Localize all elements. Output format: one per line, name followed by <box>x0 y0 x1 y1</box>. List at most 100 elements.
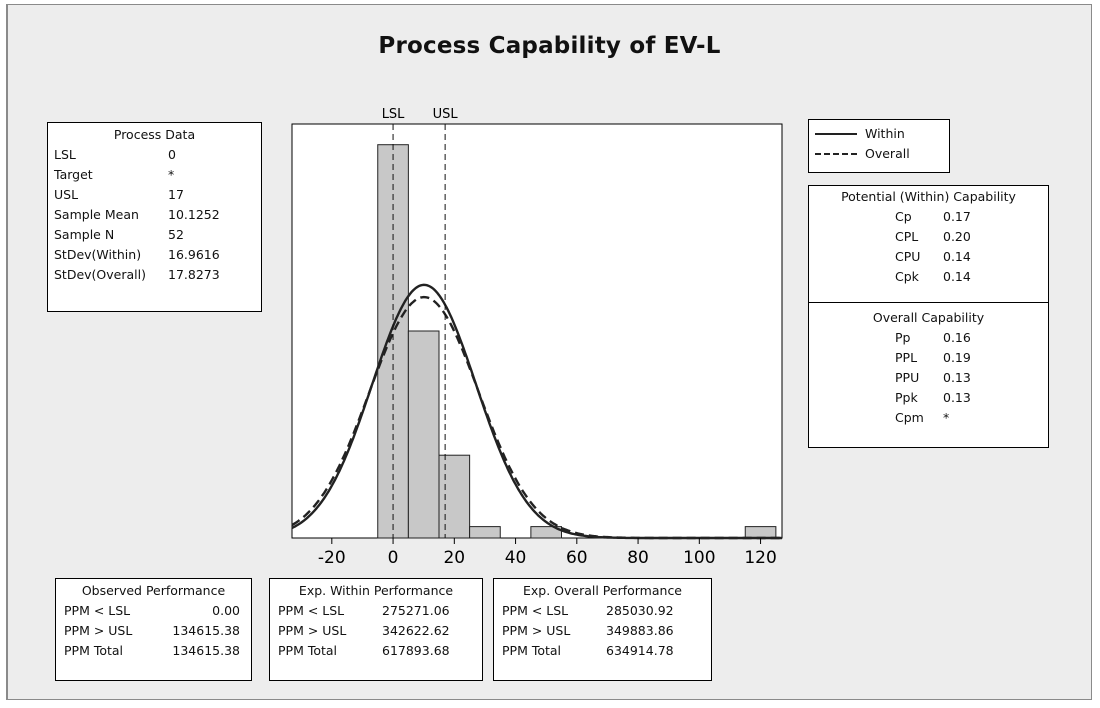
row-value: 634914.78 <box>606 643 674 658</box>
capability-row: Cpk 0.14 <box>809 267 1048 287</box>
row-label: PPM < LSL <box>64 603 131 618</box>
row-value: 349883.86 <box>606 623 674 638</box>
row-value: 134615.38 <box>172 623 240 638</box>
row-value: 134615.38 <box>172 643 240 658</box>
chart-legend: Within Overall <box>808 119 950 173</box>
solid-line-swatch <box>815 133 857 135</box>
process-data-heading: Process Data <box>113 127 196 142</box>
observed-performance-table: Observed Performance PPM < LSL 0.00 PPM >… <box>55 578 252 681</box>
row-label: LSL <box>54 147 76 162</box>
performance-row: PPM Total 634914.78 <box>502 641 703 661</box>
spec-label-usl: USL <box>433 107 459 122</box>
process-data-row: Sample N 52 <box>54 225 255 245</box>
legend-label: Overall <box>865 146 910 161</box>
legend-item-overall: Overall <box>815 144 943 164</box>
histogram-bar <box>744 526 777 539</box>
row-value: 0.14 <box>943 269 971 284</box>
process-data-table: Process Data LSL 0 Target * USL 17 Sample M… <box>47 122 262 312</box>
row-value: * <box>943 410 950 425</box>
row-label: CPL <box>895 229 919 244</box>
performance-row: PPM < LSL 275271.06 <box>278 601 474 621</box>
overall-capability-heading: Overall Capability <box>872 310 985 325</box>
row-value: 0 <box>168 147 176 162</box>
row-label: USL <box>54 187 79 202</box>
row-value: 617893.68 <box>382 643 450 658</box>
chart-title: Process Capability of EV-L <box>378 33 721 59</box>
row-label: Cpk <box>895 269 919 284</box>
row-value: 0.13 <box>943 370 971 385</box>
row-value: 17.8273 <box>168 267 220 282</box>
exp-overall-performance-heading: Exp. Overall Performance <box>522 583 683 598</box>
row-label: PPM > USL <box>64 623 133 638</box>
row-label: PPU <box>895 370 920 385</box>
row-label: Sample N <box>54 227 115 242</box>
row-value: 0.19 <box>943 350 971 365</box>
capability-row: PPU 0.13 <box>809 368 1048 388</box>
x-tick-label: 0 <box>388 548 399 568</box>
row-value: 16.9616 <box>168 247 220 262</box>
x-tick-label: -20 <box>318 548 346 568</box>
performance-row: PPM > USL 342622.62 <box>278 621 474 641</box>
row-value: 275271.06 <box>382 603 450 618</box>
legend-label: Within <box>865 126 905 141</box>
overall-capability-table: Overall Capability Pp 0.16 PPL 0.19 PPU 0.1… <box>808 302 1049 448</box>
performance-row: PPM > USL 134615.38 <box>64 621 243 641</box>
histogram-bar <box>530 526 562 539</box>
performance-row: PPM Total 617893.68 <box>278 641 474 661</box>
row-label: StDev(Overall) <box>54 267 146 282</box>
row-label: Cpm <box>895 410 924 425</box>
process-data-row: StDev(Within) 16.9616 <box>54 245 255 265</box>
row-label: Target <box>54 167 93 182</box>
row-value: 0.14 <box>943 249 971 264</box>
series-line-overall <box>291 295 782 540</box>
process-data-row: Sample Mean 10.1252 <box>54 205 255 225</box>
x-tick-label: 80 <box>627 548 649 568</box>
row-value: 0.16 <box>943 330 971 345</box>
row-label: PPM Total <box>502 643 562 658</box>
row-label: PPM > USL <box>278 623 347 638</box>
process-data-row: Target * <box>54 165 255 185</box>
x-tick-label: 40 <box>505 548 527 568</box>
row-value: 0.13 <box>943 390 971 405</box>
process-data-row: LSL 0 <box>54 145 255 165</box>
process-data-row: StDev(Overall) 17.8273 <box>54 265 255 285</box>
row-label: PPM > USL <box>502 623 571 638</box>
capability-row: Cp 0.17 <box>809 207 1048 227</box>
potential-capability-heading: Potential (Within) Capability <box>841 189 1016 204</box>
histogram-bar <box>377 144 409 539</box>
legend-item-within: Within <box>815 124 943 144</box>
capability-row: CPU 0.14 <box>809 247 1048 267</box>
exp-within-performance-table: Exp. Within Performance PPM < LSL 275271.… <box>269 578 483 681</box>
row-label: Ppk <box>895 390 918 405</box>
exp-overall-performance-table: Exp. Overall Performance PPM < LSL 285030… <box>493 578 712 681</box>
row-label: PPL <box>895 350 918 365</box>
capability-row: Pp 0.16 <box>809 328 1048 348</box>
row-label: Pp <box>895 330 911 345</box>
row-value: 342622.62 <box>382 623 450 638</box>
x-tick-label: 20 <box>443 548 465 568</box>
row-value: 17 <box>168 187 184 202</box>
x-tick-label: 100 <box>683 548 715 568</box>
plot-area <box>291 123 783 539</box>
capability-row: Cpm * <box>809 408 1048 428</box>
x-tick-label: 120 <box>744 548 776 568</box>
row-label: CPU <box>895 249 921 264</box>
row-label: PPM Total <box>278 643 338 658</box>
performance-row: PPM > USL 349883.86 <box>502 621 703 641</box>
histogram-bar <box>438 454 471 539</box>
row-value: 0.00 <box>212 603 240 618</box>
dashed-line-swatch <box>815 153 857 155</box>
row-value: 52 <box>168 227 184 242</box>
capability-row: CPL 0.20 <box>809 227 1048 247</box>
row-value: 285030.92 <box>606 603 674 618</box>
row-label: PPM < LSL <box>278 603 345 618</box>
row-value: 0.20 <box>943 229 971 244</box>
process-data-row: USL 17 <box>54 185 255 205</box>
capability-row: PPL 0.19 <box>809 348 1048 368</box>
performance-row: PPM < LSL 0.00 <box>64 601 243 621</box>
x-tick-label: 60 <box>566 548 588 568</box>
potential-capability-table: Potential (Within) Capability Cp 0.17 CPL… <box>808 185 1049 302</box>
row-label: Sample Mean <box>54 207 139 222</box>
row-value: * <box>168 167 175 182</box>
